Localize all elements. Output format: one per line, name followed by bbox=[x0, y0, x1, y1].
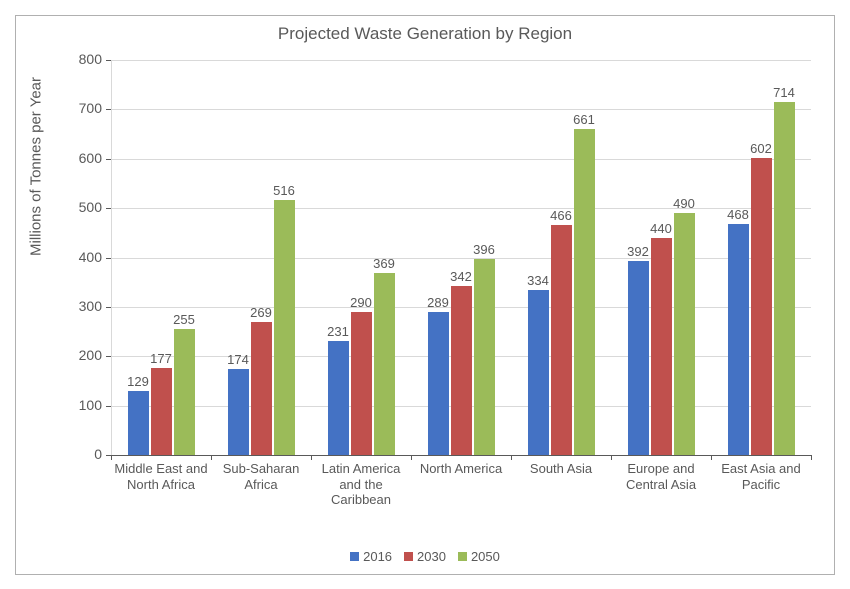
y-tick-label: 300 bbox=[79, 298, 102, 314]
bar bbox=[351, 312, 372, 455]
x-category-label: Europe and Central Asia bbox=[611, 461, 711, 492]
bar bbox=[551, 225, 572, 455]
x-category-label: Middle East and North Africa bbox=[111, 461, 211, 492]
legend-swatch bbox=[404, 552, 413, 561]
bar bbox=[328, 341, 349, 455]
bar bbox=[174, 329, 195, 455]
bar bbox=[374, 273, 395, 455]
grid-line bbox=[111, 258, 811, 259]
y-tick bbox=[106, 60, 111, 61]
bar bbox=[774, 102, 795, 455]
x-category-label: Sub-Saharan Africa bbox=[211, 461, 311, 492]
bar bbox=[728, 224, 749, 455]
legend-label: 2030 bbox=[417, 549, 446, 564]
legend-swatch bbox=[458, 552, 467, 561]
bar bbox=[674, 213, 695, 455]
bar-value-label: 334 bbox=[527, 273, 549, 288]
bar-value-label: 255 bbox=[173, 312, 195, 327]
bar bbox=[451, 286, 472, 455]
bar bbox=[528, 290, 549, 455]
bar-value-label: 661 bbox=[573, 112, 595, 127]
bar-value-label: 369 bbox=[373, 256, 395, 271]
bar-value-label: 177 bbox=[150, 351, 172, 366]
bar-value-label: 714 bbox=[773, 85, 795, 100]
grid-line bbox=[111, 159, 811, 160]
y-tick-label: 200 bbox=[79, 347, 102, 363]
x-category-label: North America bbox=[411, 461, 511, 477]
grid-line bbox=[111, 60, 811, 61]
bar-value-label: 231 bbox=[327, 324, 349, 339]
x-axis-line bbox=[111, 455, 811, 456]
y-tick-label: 100 bbox=[79, 397, 102, 413]
bar-value-label: 174 bbox=[227, 352, 249, 367]
legend: 2016 2030 2050 bbox=[16, 549, 834, 564]
bar-value-label: 396 bbox=[473, 242, 495, 257]
bar bbox=[274, 200, 295, 455]
x-category-label: Latin America and the Caribbean bbox=[311, 461, 411, 508]
y-tick bbox=[106, 258, 111, 259]
y-tick bbox=[106, 159, 111, 160]
x-tick bbox=[211, 455, 212, 460]
bar bbox=[151, 368, 172, 455]
legend-item: 2050 bbox=[458, 549, 500, 564]
bar bbox=[628, 261, 649, 455]
bar bbox=[228, 369, 249, 455]
bar-value-label: 516 bbox=[273, 183, 295, 198]
x-tick bbox=[611, 455, 612, 460]
x-tick bbox=[311, 455, 312, 460]
bar-value-label: 392 bbox=[627, 244, 649, 259]
y-tick-label: 0 bbox=[94, 446, 102, 462]
bar-value-label: 342 bbox=[450, 269, 472, 284]
legend-item: 2016 bbox=[350, 549, 392, 564]
x-category-label: South Asia bbox=[511, 461, 611, 477]
grid-line bbox=[111, 208, 811, 209]
x-tick bbox=[111, 455, 112, 460]
bar bbox=[474, 259, 495, 455]
bar-value-label: 289 bbox=[427, 295, 449, 310]
legend-label: 2050 bbox=[471, 549, 500, 564]
y-tick bbox=[106, 406, 111, 407]
bar-value-label: 440 bbox=[650, 221, 672, 236]
y-axis-title: Millions of Tonnes per Year bbox=[28, 77, 45, 256]
bar-value-label: 269 bbox=[250, 305, 272, 320]
bar bbox=[651, 238, 672, 455]
chart-title: Projected Waste Generation by Region bbox=[16, 16, 834, 44]
y-tick-label: 600 bbox=[79, 150, 102, 166]
legend-label: 2016 bbox=[363, 549, 392, 564]
y-tick bbox=[106, 307, 111, 308]
bar bbox=[128, 391, 149, 455]
bar-value-label: 129 bbox=[127, 374, 149, 389]
x-tick bbox=[511, 455, 512, 460]
plot-area: 129177 255 174 269 516 231290 369 289342396 334 4… bbox=[111, 60, 811, 455]
bar-value-label: 602 bbox=[750, 141, 772, 156]
chart-container: Projected Waste Generation by Region Mil… bbox=[15, 15, 835, 575]
bar-value-label: 468 bbox=[727, 207, 749, 222]
y-tick-label: 500 bbox=[79, 199, 102, 215]
bar-value-label: 290 bbox=[350, 295, 372, 310]
y-tick-label: 400 bbox=[79, 249, 102, 265]
bar bbox=[574, 129, 595, 455]
bar-value-label: 466 bbox=[550, 208, 572, 223]
grid-line bbox=[111, 109, 811, 110]
y-tick bbox=[106, 356, 111, 357]
bar bbox=[251, 322, 272, 455]
x-tick bbox=[811, 455, 812, 460]
bar bbox=[751, 158, 772, 455]
y-tick-label: 800 bbox=[79, 51, 102, 67]
bar bbox=[428, 312, 449, 455]
x-tick bbox=[411, 455, 412, 460]
legend-swatch bbox=[350, 552, 359, 561]
y-tick bbox=[106, 208, 111, 209]
y-tick bbox=[106, 109, 111, 110]
y-tick-label: 700 bbox=[79, 100, 102, 116]
x-category-label: East Asia and Pacific bbox=[711, 461, 811, 492]
legend-item: 2030 bbox=[404, 549, 446, 564]
bar-value-label: 490 bbox=[673, 196, 695, 211]
x-tick bbox=[711, 455, 712, 460]
